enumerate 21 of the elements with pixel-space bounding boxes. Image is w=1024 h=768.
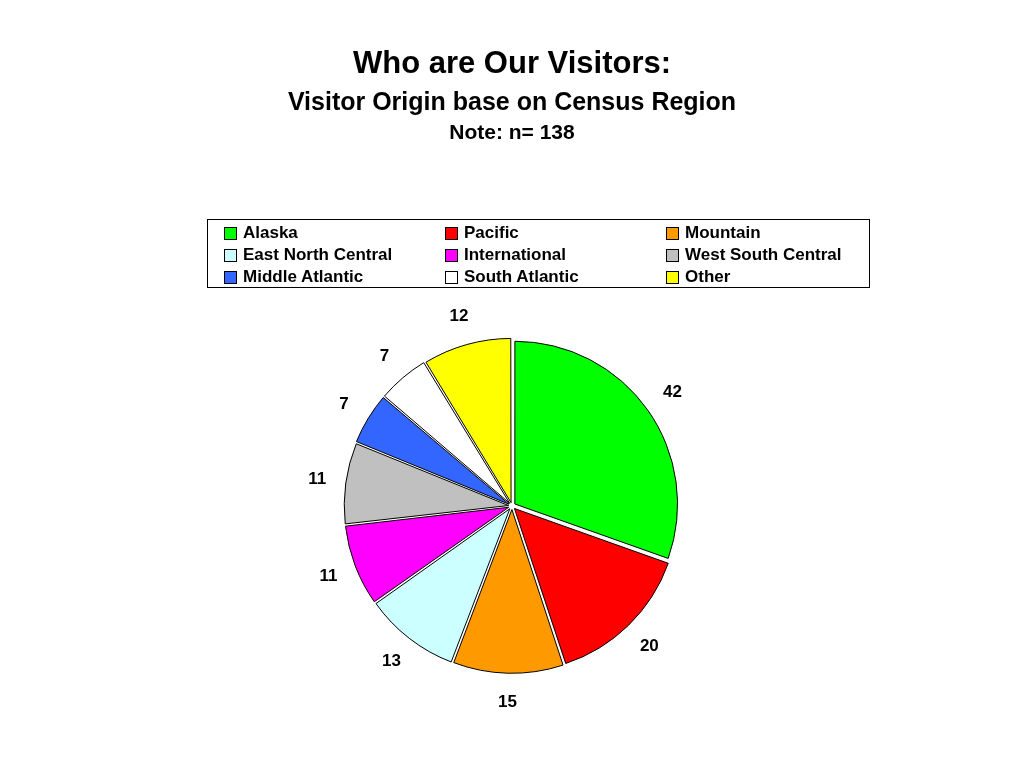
chart-title: Who are Our Visitors: bbox=[351, 44, 673, 82]
legend-label: South Atlantic bbox=[464, 267, 579, 287]
data-label: 20 bbox=[639, 636, 659, 656]
data-label: 11 bbox=[308, 468, 327, 488]
data-label: 7 bbox=[379, 346, 390, 366]
data-label: 11 bbox=[319, 565, 338, 585]
legend-label: International bbox=[464, 245, 567, 265]
legend-label: Mountain bbox=[685, 223, 761, 243]
data-label: 13 bbox=[382, 650, 401, 670]
text: Note: n= 138 bbox=[448, 119, 576, 145]
data-label: 7 bbox=[339, 393, 349, 413]
legend-label: West South Central bbox=[685, 245, 842, 265]
legend-label: East North Central bbox=[243, 245, 393, 265]
legend-label: Alaska bbox=[243, 223, 298, 243]
data-label: 15 bbox=[498, 692, 517, 712]
chart-subtitle: Visitor Origin base on Census Region bbox=[286, 86, 738, 116]
legend-label: Other bbox=[685, 267, 731, 287]
legend-label: Pacific bbox=[464, 223, 519, 243]
data-label: 42 bbox=[663, 382, 682, 402]
data-label: 12 bbox=[449, 306, 469, 326]
legend-label: Middle Atlantic bbox=[243, 267, 364, 287]
